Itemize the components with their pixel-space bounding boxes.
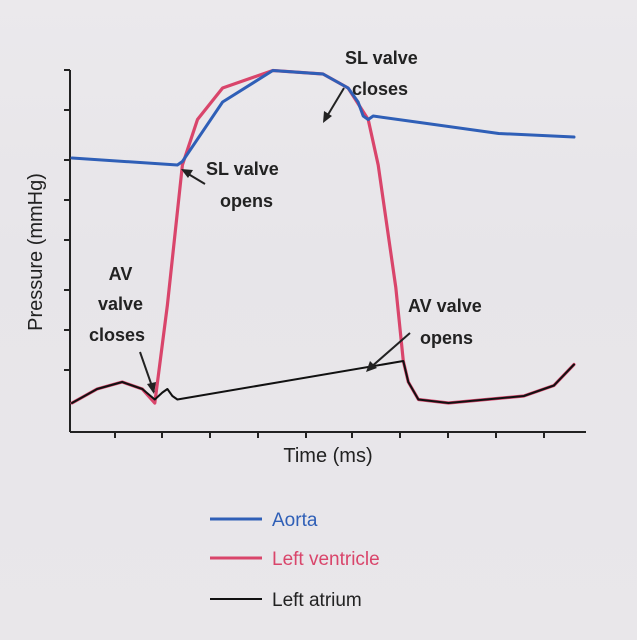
legend-label-left-ventricle: Left ventricle [272,549,380,570]
legend-label-aorta: Aorta [272,510,318,531]
annotation-av-closes-line3: closes [89,325,145,345]
annotation-av-opens: AV valve opens [366,296,487,372]
annotation-sl-opens: SL valve opens [181,159,284,211]
annotation-av-closes-line2: valve [98,294,143,314]
svg-text:SL valve closes: SL valve closes [345,48,423,99]
annotation-av-opens-arrow [369,332,411,369]
legend-label-left-atrium: Left atrium [272,590,362,611]
svg-text:AV valve closes: AV valve closes [89,264,148,345]
series-line-left-ventricle [70,68,576,405]
annotation-sl-closes-line2: closes [352,79,408,99]
y-ticks [64,69,70,371]
annotation-sl-opens-line1: SL valve [206,159,279,179]
series-line-aorta [70,69,576,167]
annotation-sl-closes-line1: SL valve [345,48,418,68]
annotation-av-closes-arrowhead [147,382,156,394]
x-axis-title: Time (ms) [283,445,372,467]
annotation-sl-opens-line2: opens [220,191,273,211]
series-layer [70,68,576,405]
annotation-av-closes-line1: AV [109,264,133,284]
annotation-sl-opens-arrowhead [181,169,193,178]
annotation-av-opens-line2: opens [420,328,473,348]
axes [64,69,586,438]
annotation-sl-closes: SL valve closes [323,48,423,123]
legend: Aorta Left ventricle Left atrium [210,510,380,611]
annotation-av-opens-arrowhead [366,361,377,372]
svg-text:SL valve opens: SL valve opens [206,159,284,211]
x-ticks [114,432,545,438]
svg-text:AV valve opens: AV valve opens [408,296,487,348]
series-line-left-atrium [71,360,575,404]
annotation-av-closes: AV valve closes [89,264,156,394]
annotation-sl-closes-arrow [325,87,345,119]
y-axis-title: Pressure (mmHg) [25,173,47,331]
annotation-av-opens-line1: AV valve [408,296,482,316]
annotation-sl-closes-arrowhead [323,111,332,123]
